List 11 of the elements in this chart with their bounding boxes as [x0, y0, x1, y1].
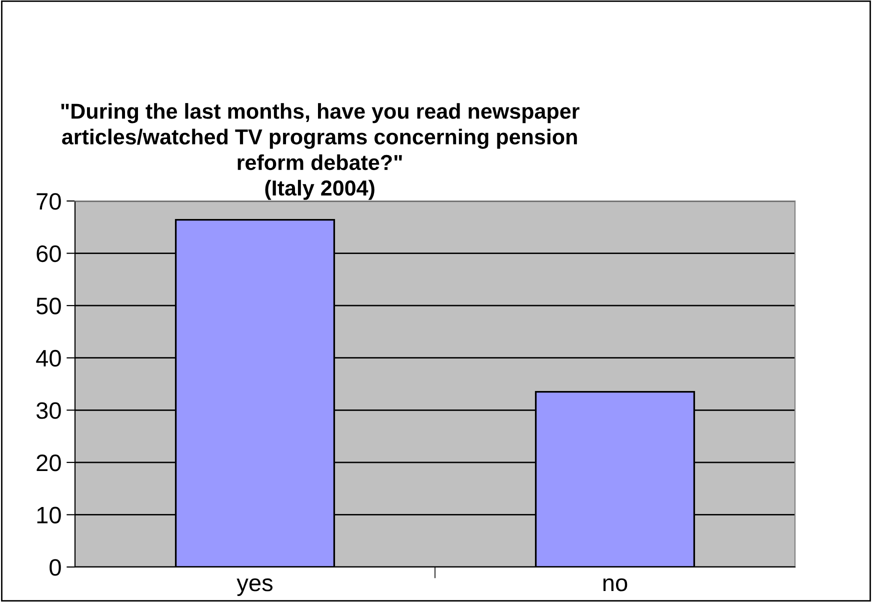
y-tick-label: 60 [36, 245, 61, 262]
y-tick-label: 10 [37, 506, 61, 524]
x-tick-label: yes [236, 578, 273, 596]
y-tick-label: 70 [36, 193, 61, 210]
y-tick-label: 20 [36, 454, 61, 472]
y-tick-label: 40 [36, 350, 61, 367]
chart-title: "During the last months, have you read newspaper articles/watched TV programs concerning pension reform debate?" (Italy 2004) [61, 103, 580, 200]
y-tick-label: 0 [50, 559, 61, 576]
x-tick-label: no [603, 578, 628, 592]
y-tick-label: 30 [36, 402, 61, 419]
y-tick-label: 50 [36, 298, 61, 314]
